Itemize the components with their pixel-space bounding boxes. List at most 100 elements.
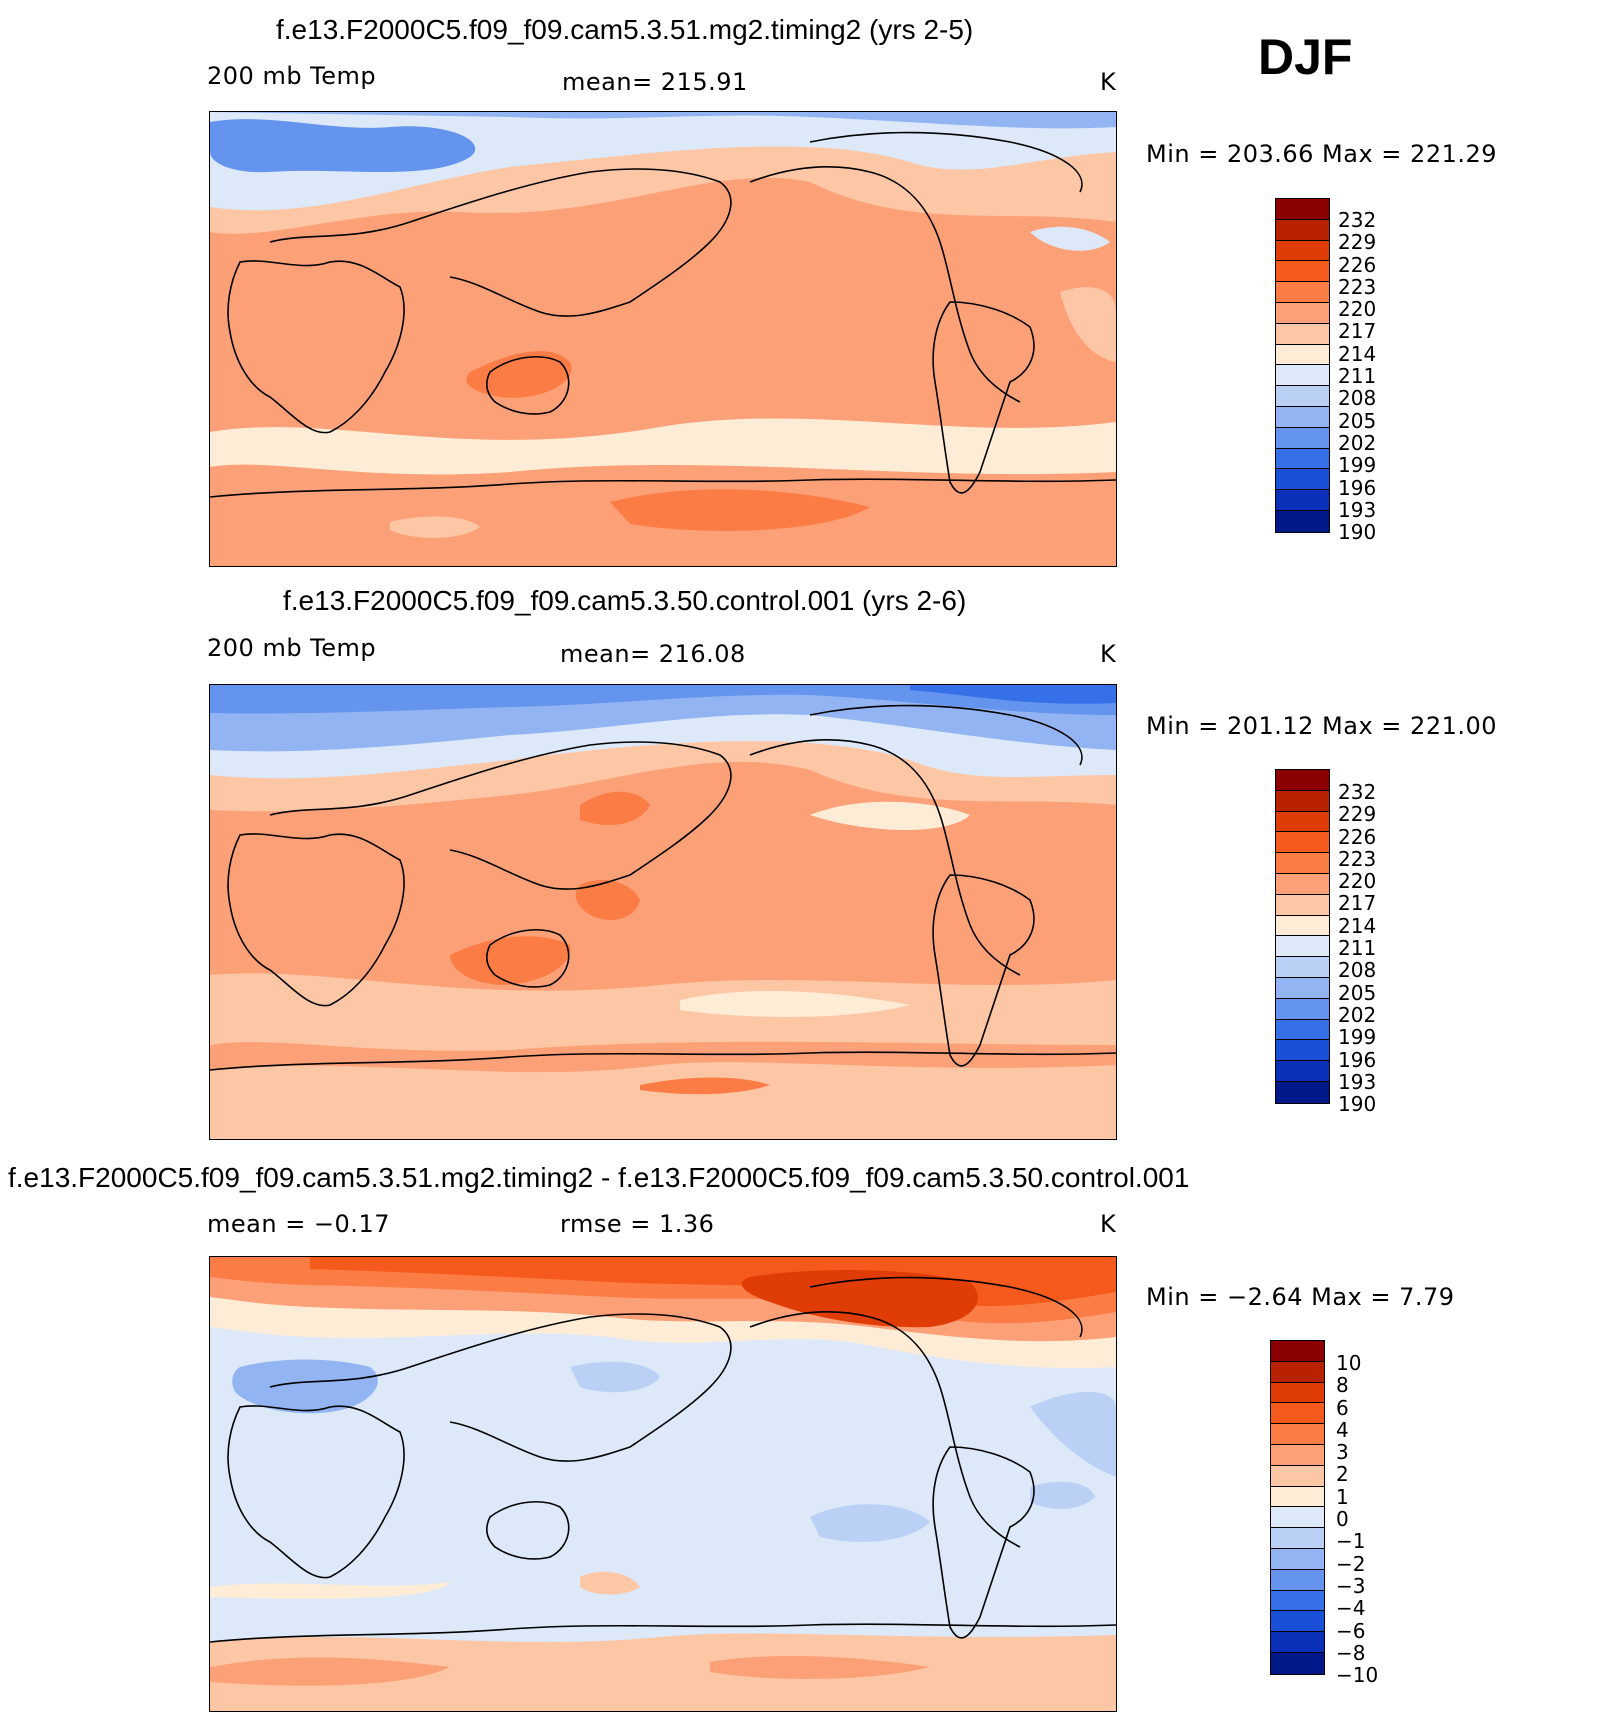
colorbar-tick: 8 (1336, 1373, 1349, 1398)
colorbar-tick: 220 (1338, 297, 1377, 322)
colorbar-tick: 223 (1338, 274, 1377, 299)
colorbar-tick: 223 (1338, 846, 1377, 871)
colorbar-tick: 214 (1338, 913, 1377, 938)
colorbar-cell (1276, 365, 1329, 387)
colorbar-tick: 196 (1338, 1047, 1377, 1072)
colorbar-tick: 205 (1338, 408, 1377, 433)
colorbar-tick: 214 (1338, 341, 1377, 366)
colorbar-tick: 193 (1338, 1069, 1377, 1094)
colorbar-tick: −2 (1336, 1551, 1366, 1576)
panel1-map (209, 111, 1117, 567)
colorbar-cell (1271, 1528, 1324, 1549)
colorbar-cell (1276, 344, 1329, 366)
panel1-minmax-label: Min = 203.66 Max = 221.29 (1146, 140, 1498, 168)
colorbar-cell (1276, 1019, 1329, 1041)
colorbar-cell (1276, 936, 1329, 958)
colorbar-cell (1271, 1341, 1324, 1362)
panel3-rmse-label: rmse = 1.36 (560, 1210, 715, 1238)
colorbar-cell (1276, 915, 1329, 937)
panel2-colorbar (1275, 769, 1330, 1104)
colorbar-tick: 4 (1336, 1417, 1349, 1442)
colorbar-cell (1271, 1569, 1324, 1591)
colorbar-tick: 226 (1338, 824, 1377, 849)
colorbar-tick: 196 (1338, 475, 1377, 500)
colorbar-cell (1271, 1507, 1324, 1529)
colorbar-cell (1271, 1444, 1324, 1466)
colorbar-tick: 232 (1338, 780, 1377, 804)
colorbar-cell (1276, 282, 1329, 303)
colorbar-tick: −4 (1336, 1596, 1366, 1621)
colorbar-tick: 208 (1338, 386, 1377, 411)
colorbar-cell (1276, 977, 1329, 999)
colorbar-cell (1271, 1590, 1324, 1612)
colorbar-tick: 211 (1338, 936, 1377, 961)
colorbar-cell (1276, 261, 1329, 283)
colorbar-cell (1271, 1632, 1324, 1653)
colorbar-cell (1276, 240, 1329, 262)
colorbar-cell (1276, 1040, 1329, 1062)
panel1-colorbar (1275, 198, 1330, 533)
panel3-map (209, 1256, 1117, 1712)
colorbar-tick: 199 (1338, 1025, 1377, 1050)
colorbar-cell (1276, 873, 1329, 895)
season-label: DJF (1258, 29, 1353, 85)
colorbar-tick: 229 (1338, 230, 1377, 255)
colorbar-cell (1276, 853, 1329, 874)
colorbar-tick: −8 (1336, 1640, 1366, 1665)
colorbar-cell (1276, 490, 1329, 511)
colorbar-cell (1276, 1081, 1329, 1103)
colorbar-tick: 202 (1338, 430, 1377, 455)
colorbar-cell (1276, 998, 1329, 1020)
panel3-mean-label: mean = −0.17 (207, 1210, 390, 1238)
colorbar-tick: 217 (1338, 319, 1377, 344)
colorbar-tick: 208 (1338, 958, 1377, 983)
colorbar-cell (1276, 1061, 1329, 1082)
colorbar-cell (1271, 1465, 1324, 1487)
colorbar-tick: −1 (1336, 1529, 1366, 1554)
colorbar-tick: 3 (1336, 1440, 1349, 1465)
colorbar-cell (1276, 199, 1329, 220)
colorbar-tick: 220 (1338, 869, 1377, 894)
panel1-colorbar-ticks: 232 229 226 223 220 217 214 211 208 205 … (1338, 209, 1377, 545)
colorbar-cell (1276, 448, 1329, 470)
panel3-title: f.e13.F2000C5.f09_f09.cam5.3.51.mg2.timi… (8, 1162, 1190, 1193)
panel2-colorbar-ticks: 232 229 226 223 220 217 214 211 208 205 … (1338, 780, 1377, 1116)
colorbar-cell (1276, 811, 1329, 833)
colorbar-cell (1271, 1652, 1324, 1674)
colorbar-cell (1276, 386, 1329, 407)
colorbar-cell (1276, 427, 1329, 449)
colorbar-tick: 202 (1338, 1002, 1377, 1027)
colorbar-cell (1276, 219, 1329, 241)
panel2-units-label: K (1100, 640, 1117, 668)
panel2-variable-label: 200 mb Temp (207, 634, 377, 662)
colorbar-cell (1276, 323, 1329, 345)
colorbar-cell (1271, 1361, 1324, 1383)
panel2-map (209, 684, 1117, 1140)
panel3-colorbar-ticks: 10 8 6 4 3 2 1 0 −1 −2 −3 −4 −6 −8 −10 (1336, 1352, 1379, 1688)
colorbar-tick: 2 (1336, 1462, 1349, 1487)
colorbar-cell (1271, 1382, 1324, 1404)
colorbar-cell (1276, 957, 1329, 978)
panel1-units-label: K (1100, 68, 1117, 96)
panel1-title: f.e13.F2000C5.f09_f09.cam5.3.51.mg2.timi… (276, 14, 974, 45)
colorbar-cell (1276, 894, 1329, 916)
colorbar-tick: −10 (1336, 1663, 1379, 1688)
colorbar-cell (1276, 790, 1329, 812)
colorbar-cell (1271, 1611, 1324, 1633)
panel3-minmax-label: Min = −2.64 Max = 7.79 (1146, 1283, 1455, 1311)
colorbar-cell (1276, 469, 1329, 491)
panel3-units-label: K (1100, 1210, 1117, 1238)
colorbar-tick: 217 (1338, 891, 1377, 916)
colorbar-cell (1271, 1424, 1324, 1445)
colorbar-tick: 211 (1338, 364, 1377, 389)
colorbar-cell (1271, 1548, 1324, 1570)
colorbar-tick: 193 (1338, 497, 1377, 522)
colorbar-cell (1276, 832, 1329, 854)
colorbar-cell (1276, 770, 1329, 791)
colorbar-cell (1276, 302, 1329, 324)
panel2-title: f.e13.F2000C5.f09_f09.cam5.3.50.control.… (283, 585, 967, 616)
colorbar-cell (1276, 510, 1329, 532)
colorbar-tick: 190 (1338, 520, 1377, 545)
panel1-variable-label: 200 mb Temp (207, 62, 377, 90)
colorbar-cell (1271, 1403, 1324, 1425)
